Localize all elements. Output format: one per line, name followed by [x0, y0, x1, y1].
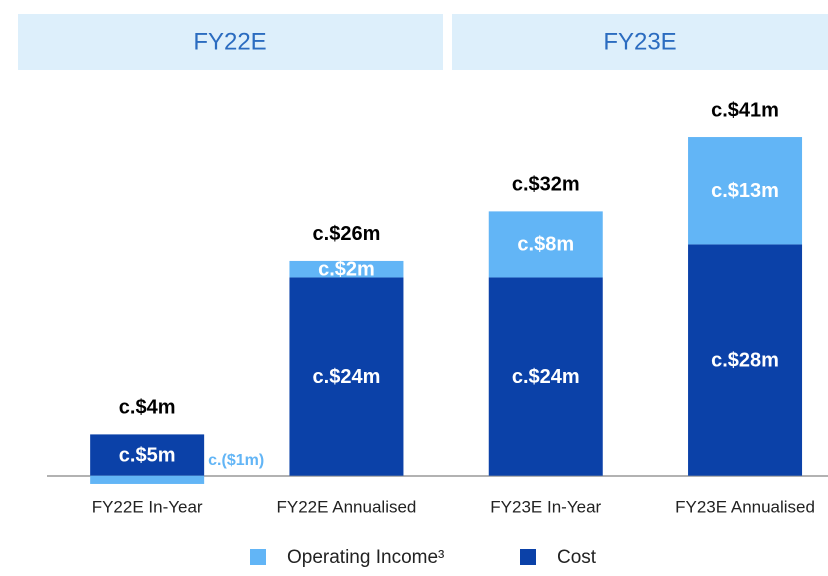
total-label: c.$41m: [711, 99, 779, 121]
legend-label: Cost: [557, 547, 597, 568]
total-label: c.$4m: [119, 397, 176, 419]
data-label: c.$5m: [119, 444, 176, 466]
bar-segment: [289, 277, 404, 476]
header-band: [452, 14, 828, 70]
bar-segment: [688, 137, 803, 245]
bar-segment: [90, 434, 205, 476]
total-label: c.$26m: [313, 223, 381, 245]
data-label: c.$2m: [318, 258, 375, 280]
header-label: FY22E: [193, 28, 266, 55]
data-label: c.$13m: [711, 180, 779, 202]
bar-segment: [90, 475, 205, 484]
data-label: c.$28m: [711, 349, 779, 371]
bar-segment: [289, 260, 404, 278]
x-tick-label: FY23E In-Year: [490, 497, 601, 516]
total-label: c.$32m: [512, 174, 580, 196]
legend-swatch: [250, 549, 266, 565]
x-tick-label: FY22E Annualised: [277, 497, 417, 516]
data-label: c.$8m: [517, 234, 574, 256]
bar-segment: [488, 277, 603, 476]
bar-segment: [688, 244, 803, 476]
x-tick-label: FY23E Annualised: [675, 497, 815, 516]
header-label: FY23E: [603, 28, 676, 55]
data-label: c.$24m: [313, 366, 381, 388]
legend-swatch: [520, 549, 536, 565]
x-tick-label: FY22E In-Year: [92, 497, 203, 516]
data-label: c.($1m): [208, 452, 264, 469]
data-label: c.$24m: [512, 366, 580, 388]
bar-segment: [488, 211, 603, 278]
legend-label: Operating Income³: [287, 547, 444, 568]
header-band: [18, 14, 443, 70]
